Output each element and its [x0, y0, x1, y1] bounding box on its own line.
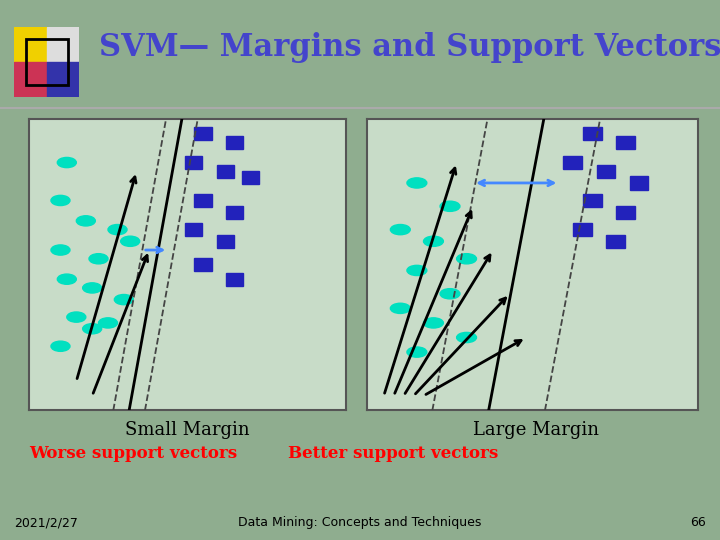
Bar	[583, 127, 601, 140]
Ellipse shape	[456, 333, 477, 342]
Ellipse shape	[51, 195, 70, 206]
Ellipse shape	[114, 294, 133, 305]
Bar	[226, 136, 243, 148]
Text: Data Mining: Concepts and Techniques: Data Mining: Concepts and Techniques	[238, 516, 482, 529]
Text: SVM— Margins and Support Vectors: SVM— Margins and Support Vectors	[99, 32, 720, 63]
Ellipse shape	[99, 318, 117, 328]
Ellipse shape	[390, 303, 410, 313]
Ellipse shape	[423, 318, 444, 328]
Bar	[583, 194, 601, 207]
Ellipse shape	[83, 323, 102, 334]
Ellipse shape	[67, 312, 86, 322]
Bar	[194, 127, 212, 140]
Bar	[564, 156, 582, 169]
Bar	[47, 62, 79, 97]
Ellipse shape	[58, 274, 76, 284]
Ellipse shape	[76, 216, 95, 226]
Ellipse shape	[58, 158, 76, 167]
Ellipse shape	[456, 254, 477, 264]
Ellipse shape	[51, 341, 70, 352]
Bar	[616, 206, 634, 219]
Text: Worse support vectors: Worse support vectors	[29, 446, 237, 462]
Ellipse shape	[83, 283, 102, 293]
Bar	[242, 171, 259, 184]
Text: Large Margin: Large Margin	[474, 421, 599, 439]
Bar	[185, 156, 202, 169]
Text: Small Margin: Small Margin	[125, 421, 250, 439]
Ellipse shape	[121, 236, 140, 246]
Ellipse shape	[407, 178, 427, 188]
Ellipse shape	[51, 245, 70, 255]
Bar	[597, 165, 615, 178]
Ellipse shape	[440, 289, 460, 299]
Bar	[217, 235, 234, 248]
Bar	[185, 223, 202, 236]
Bar	[616, 136, 634, 148]
Bar	[47, 27, 79, 62]
Text: 66: 66	[690, 516, 706, 529]
Ellipse shape	[440, 201, 460, 211]
Bar	[194, 258, 212, 271]
Bar	[606, 235, 625, 248]
Ellipse shape	[108, 225, 127, 235]
Text: Better support vectors: Better support vectors	[288, 446, 498, 462]
Bar	[26, 39, 68, 85]
Bar	[14, 62, 47, 97]
Ellipse shape	[407, 265, 427, 275]
Bar	[630, 177, 648, 190]
Ellipse shape	[407, 347, 427, 357]
Bar	[194, 194, 212, 207]
Ellipse shape	[423, 236, 444, 246]
Bar	[573, 223, 592, 236]
Bar	[217, 165, 234, 178]
Ellipse shape	[89, 254, 108, 264]
Bar	[226, 273, 243, 286]
Bar	[226, 206, 243, 219]
Text: 2021/2/27: 2021/2/27	[14, 516, 78, 529]
Ellipse shape	[390, 225, 410, 235]
Bar	[14, 27, 47, 62]
